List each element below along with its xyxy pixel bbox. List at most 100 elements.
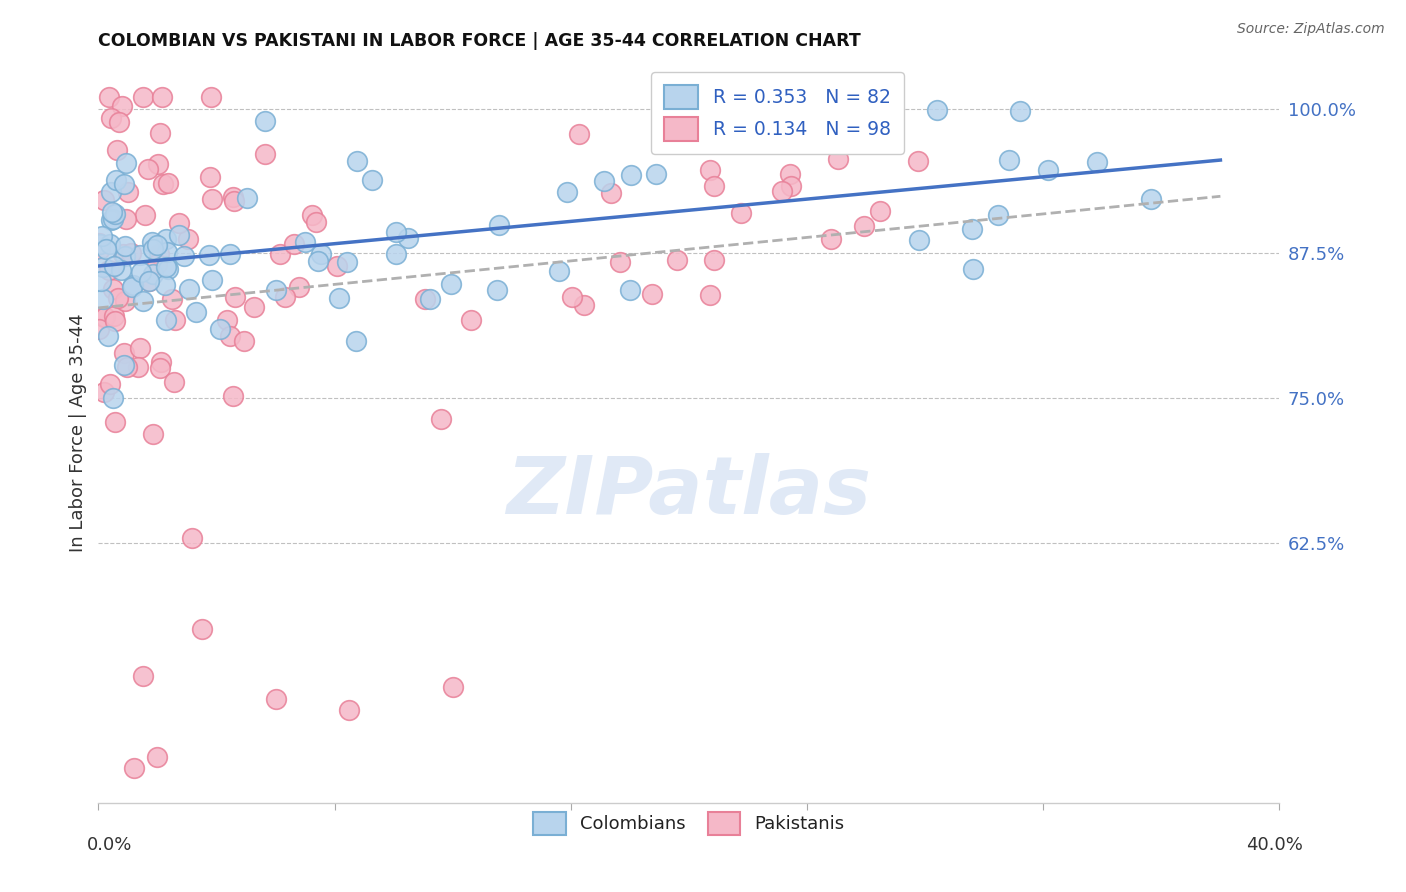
Point — [222, 190, 245, 204]
Point — [548, 264, 571, 278]
Point — [827, 152, 849, 166]
Point — [441, 680, 464, 694]
Point — [869, 204, 891, 219]
Point — [149, 360, 172, 375]
Point — [93, 310, 115, 325]
Point — [112, 346, 135, 360]
Point — [396, 231, 419, 245]
Point — [236, 191, 259, 205]
Point — [181, 532, 204, 546]
Point — [155, 231, 177, 245]
Point — [98, 236, 121, 251]
Point — [104, 314, 127, 328]
Point — [772, 90, 794, 104]
Point — [120, 246, 142, 260]
Point — [115, 155, 138, 169]
Point — [907, 153, 929, 168]
Point — [703, 252, 725, 267]
Point — [197, 248, 219, 262]
Point — [485, 283, 508, 297]
Point — [108, 115, 131, 129]
Point — [770, 184, 793, 198]
Point — [288, 280, 311, 294]
Point — [129, 248, 152, 262]
Point — [122, 761, 145, 775]
Point — [112, 177, 135, 191]
Point — [385, 247, 408, 261]
Point — [98, 377, 121, 392]
Point — [264, 283, 287, 297]
Point — [666, 252, 689, 267]
Point — [179, 282, 201, 296]
Point — [184, 305, 207, 319]
Point — [155, 260, 177, 275]
Point — [592, 173, 614, 187]
Text: ZIPatlas: ZIPatlas — [506, 453, 872, 531]
Point — [156, 176, 179, 190]
Point — [264, 691, 287, 706]
Point — [1139, 192, 1161, 206]
Point — [100, 213, 122, 227]
Point — [222, 389, 245, 403]
Point — [90, 229, 112, 244]
Point — [339, 703, 361, 717]
Point — [150, 90, 173, 104]
Point — [110, 262, 132, 277]
Point — [419, 292, 441, 306]
Point — [148, 247, 170, 261]
Point — [820, 232, 842, 246]
Point — [209, 322, 232, 336]
Point — [91, 260, 114, 274]
Point — [156, 245, 179, 260]
Point — [294, 235, 316, 250]
Point — [111, 247, 134, 261]
Point — [703, 179, 725, 194]
Point — [274, 290, 297, 304]
Point — [114, 249, 136, 263]
Point — [132, 294, 155, 309]
Point — [104, 415, 127, 429]
Point — [127, 360, 149, 375]
Y-axis label: In Labor Force | Age 35-44: In Labor Force | Age 35-44 — [69, 313, 87, 552]
Point — [555, 186, 578, 200]
Point — [568, 128, 591, 142]
Legend: Colombians, Pakistanis: Colombians, Pakistanis — [523, 801, 855, 846]
Text: 40.0%: 40.0% — [1246, 836, 1303, 855]
Point — [93, 310, 115, 324]
Point — [132, 90, 155, 104]
Point — [103, 282, 125, 296]
Point — [93, 384, 115, 399]
Point — [609, 255, 631, 269]
Point — [122, 278, 145, 293]
Point — [115, 359, 138, 374]
Point — [142, 243, 165, 257]
Point — [779, 178, 801, 193]
Point — [121, 280, 143, 294]
Point — [346, 153, 368, 168]
Point — [167, 228, 190, 243]
Point — [157, 261, 180, 276]
Point — [222, 194, 245, 208]
Point — [361, 173, 384, 187]
Point — [852, 219, 875, 233]
Point — [105, 173, 128, 187]
Point — [128, 341, 150, 355]
Point — [325, 259, 347, 273]
Point — [243, 301, 266, 315]
Point — [169, 215, 191, 229]
Point — [620, 168, 643, 182]
Point — [160, 292, 183, 306]
Point — [89, 235, 111, 250]
Point — [136, 162, 159, 177]
Point — [224, 290, 246, 304]
Point — [269, 246, 291, 260]
Point — [114, 294, 136, 309]
Point — [699, 163, 721, 178]
Point — [191, 622, 214, 636]
Point — [1085, 154, 1108, 169]
Point — [641, 287, 664, 301]
Point — [142, 427, 165, 442]
Point — [699, 288, 721, 302]
Point — [132, 668, 155, 682]
Point — [336, 255, 359, 269]
